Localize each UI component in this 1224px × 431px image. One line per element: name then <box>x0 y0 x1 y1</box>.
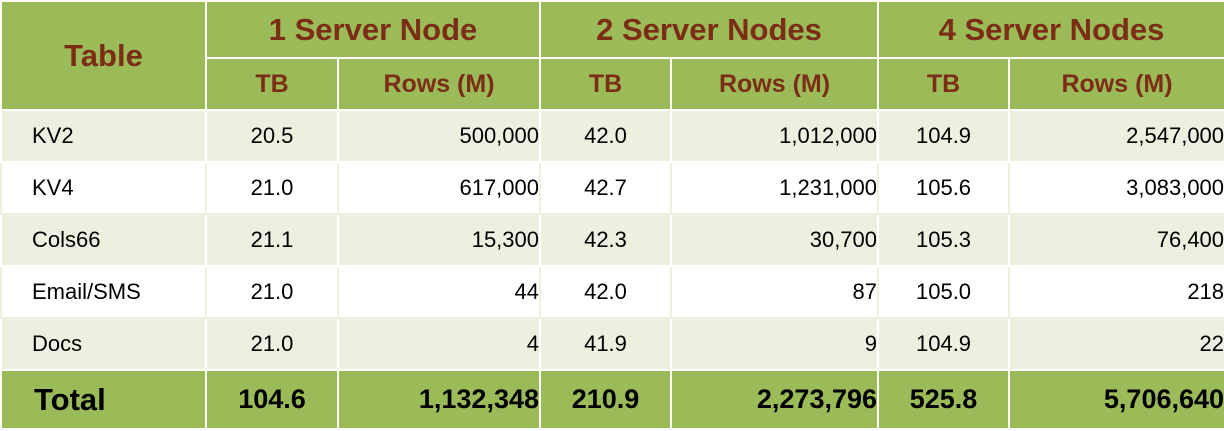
table-row: KV2 20.5 500,000 42.0 1,012,000 104.9 2,… <box>0 109 1224 163</box>
row-name: Docs <box>0 317 207 371</box>
header-table: Table <box>0 0 207 111</box>
cell-rows: 500,000 <box>337 109 541 163</box>
cell-tb: 105.0 <box>877 265 1011 319</box>
cell-tb: 42.7 <box>539 161 672 215</box>
header-tb: TB <box>539 57 672 111</box>
header-rows: Rows (M) <box>337 57 541 111</box>
header-2-server-nodes: 2 Server Nodes <box>538 0 880 59</box>
cell-rows: 1,231,000 <box>669 161 880 215</box>
cell-rows: 9 <box>669 317 880 371</box>
cell-tb: 105.3 <box>877 213 1011 267</box>
cell-tb: 42.0 <box>539 109 672 163</box>
cell-rows: 3,083,000 <box>1008 161 1224 215</box>
cell-tb: 21.0 <box>205 317 339 371</box>
row-name: Cols66 <box>0 213 207 267</box>
cell-rows: 15,300 <box>337 213 541 267</box>
cell-rows: 617,000 <box>337 161 541 215</box>
cell-tb: 20.5 <box>205 109 339 163</box>
cell-tb: 42.0 <box>539 265 672 319</box>
header-rows: Rows (M) <box>669 57 880 111</box>
header-rows: Rows (M) <box>1008 57 1224 111</box>
cell-tb: 21.0 <box>205 265 339 319</box>
total-rows: 5,706,640 <box>1008 369 1224 430</box>
table-row: Docs 21.0 4 41.9 9 104.9 22 <box>0 317 1224 371</box>
total-rows: 1,132,348 <box>337 369 541 430</box>
total-tb: 525.8 <box>877 369 1011 430</box>
cell-rows: 30,700 <box>669 213 880 267</box>
total-tb: 104.6 <box>205 369 339 430</box>
cell-tb: 42.3 <box>539 213 672 267</box>
table-row: Email/SMS 21.0 44 42.0 87 105.0 218 <box>0 265 1224 319</box>
row-name: KV4 <box>0 161 207 215</box>
cell-rows: 44 <box>337 265 541 319</box>
row-name: Email/SMS <box>0 265 207 319</box>
cell-rows: 76,400 <box>1008 213 1224 267</box>
header-4-server-nodes: 4 Server Nodes <box>877 0 1224 59</box>
cell-tb: 41.9 <box>539 317 672 371</box>
cell-rows: 218 <box>1008 265 1224 319</box>
cell-tb: 21.0 <box>205 161 339 215</box>
cell-rows: 1,012,000 <box>669 109 880 163</box>
header-1-server-node: 1 Server Node <box>205 0 541 59</box>
table-row: Cols66 21.1 15,300 42.3 30,700 105.3 76,… <box>0 213 1224 267</box>
cell-rows: 2,547,000 <box>1008 109 1224 163</box>
cell-tb: 21.1 <box>205 213 339 267</box>
cell-rows: 4 <box>337 317 541 371</box>
row-name: KV2 <box>0 109 207 163</box>
header-tb: TB <box>877 57 1011 111</box>
cell-rows: 87 <box>669 265 880 319</box>
cell-rows: 22 <box>1008 317 1224 371</box>
total-tb: 210.9 <box>539 369 672 430</box>
cell-tb: 104.9 <box>877 317 1011 371</box>
cell-tb: 105.6 <box>877 161 1011 215</box>
total-row: Total 104.6 1,132,348 210.9 2,273,796 52… <box>0 369 1224 430</box>
total-label: Total <box>0 369 207 430</box>
cell-tb: 104.9 <box>877 109 1011 163</box>
table-row: KV4 21.0 617,000 42.7 1,231,000 105.6 3,… <box>0 161 1224 215</box>
header-tb: TB <box>205 57 339 111</box>
total-rows: 2,273,796 <box>669 369 880 430</box>
